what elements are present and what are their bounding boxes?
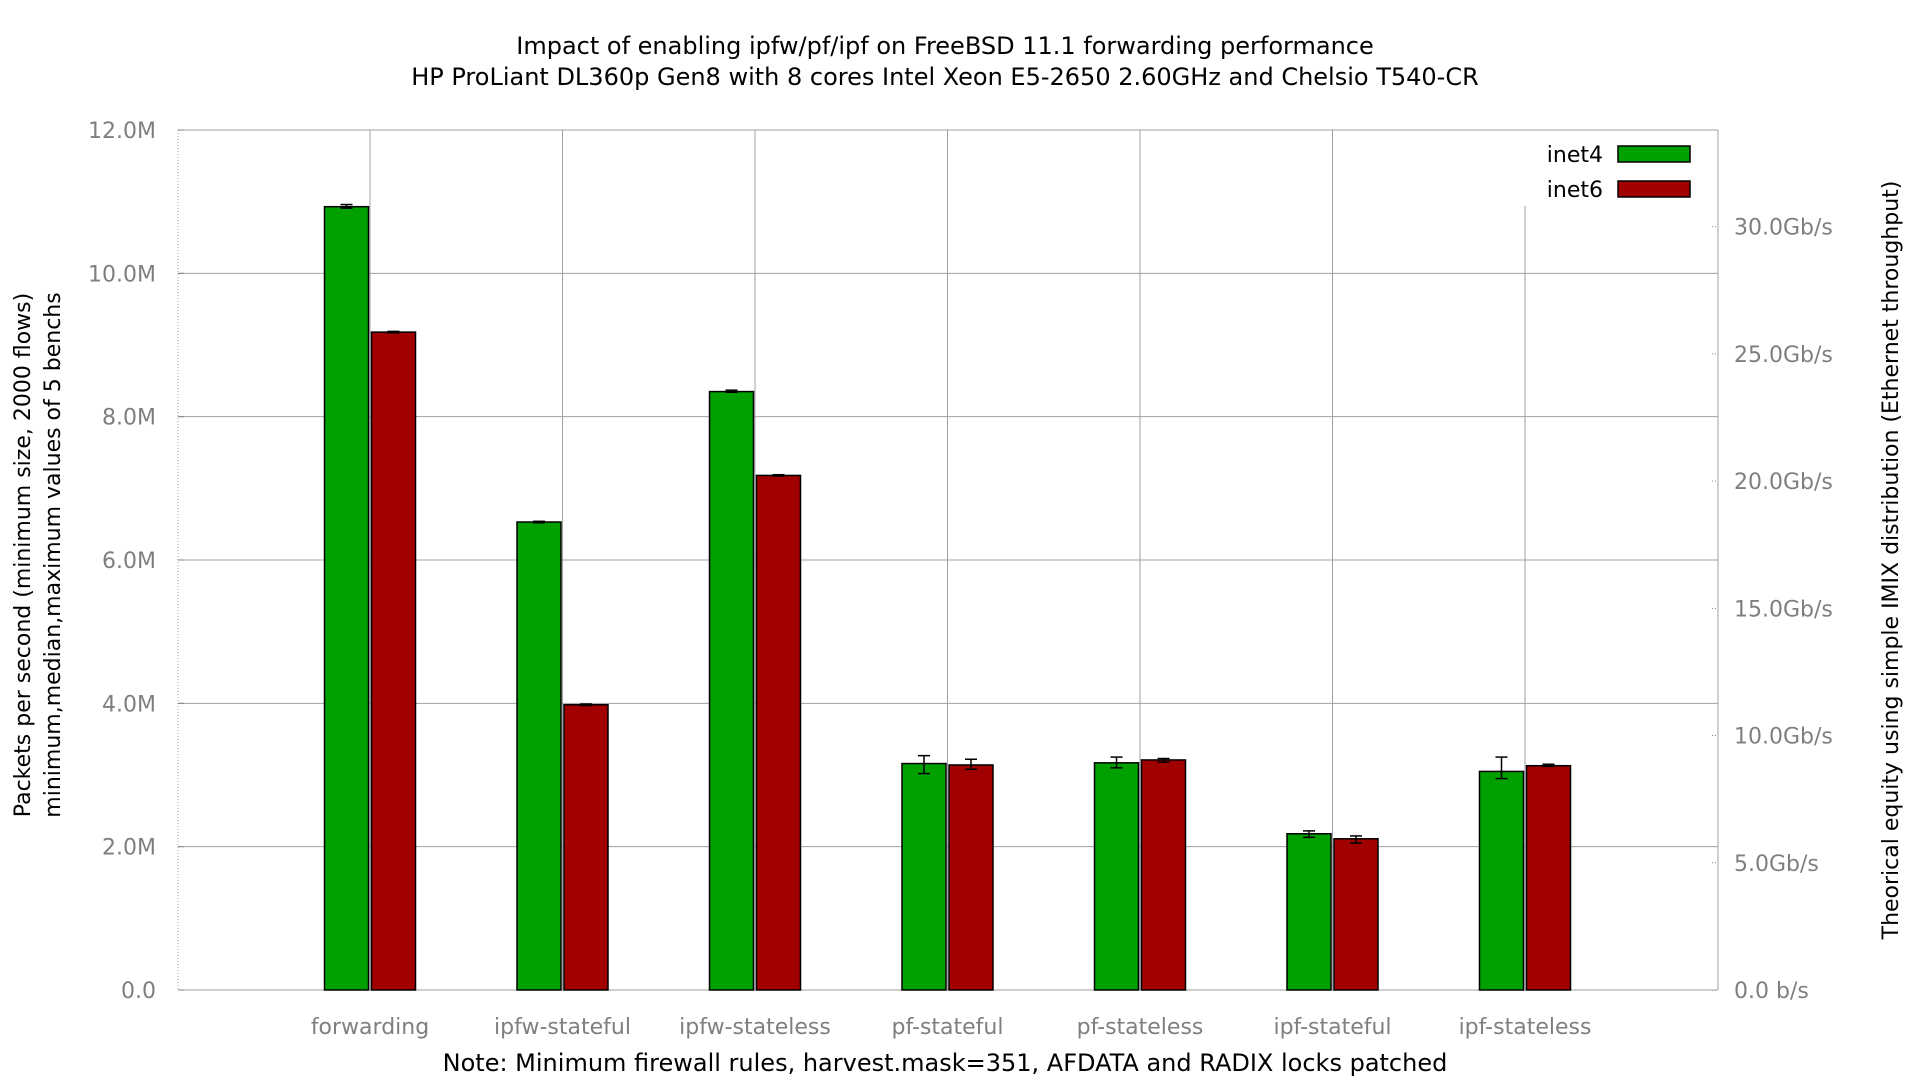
bar	[1093, 762, 1140, 991]
y-tick-label: 6.0M	[102, 549, 156, 574]
x-tick-label: pf-stateless	[1077, 1015, 1204, 1040]
bar	[1478, 770, 1525, 991]
x-tick-label: ipf-stateless	[1459, 1015, 1592, 1040]
y-tick-label: 8.0M	[102, 406, 156, 431]
y2-tick-label: 20.0Gb/s	[1734, 470, 1833, 495]
y2-axis-title: Theorical equity using simple IMIX distr…	[1879, 181, 1904, 941]
bar	[516, 521, 562, 991]
y-axis-title: Packets per second (minimum size, 2000 f…	[11, 293, 36, 817]
bar	[708, 390, 755, 991]
legend-label: inet6	[1547, 178, 1603, 203]
y2-tick-label: 15.0Gb/s	[1734, 597, 1833, 622]
legend: inet4 inet6	[1508, 131, 1717, 206]
bar	[563, 704, 609, 991]
legend-swatch	[1617, 145, 1691, 163]
y-axis-title: minimum,median,maximum values of 5 bench…	[41, 292, 66, 817]
bar	[948, 764, 994, 991]
x-tick-label: forwarding	[311, 1015, 429, 1040]
bar	[901, 762, 947, 991]
chart-title: Impact of enabling ipfw/pf/ipf on FreeBS…	[516, 32, 1373, 60]
bar	[1140, 759, 1187, 991]
bar	[1286, 833, 1332, 991]
x-tick-label: ipfw-stateful	[494, 1015, 631, 1040]
y-tick-label: 0.0	[121, 979, 156, 1004]
x-tick-label: pf-stateful	[892, 1015, 1004, 1040]
bar	[370, 331, 417, 991]
bars	[323, 203, 1572, 991]
y2-tick-label: 0.0 b/s	[1734, 979, 1809, 1004]
bar	[1333, 838, 1379, 991]
y2-tick-label: 5.0Gb/s	[1734, 852, 1819, 877]
axes	[177, 129, 1719, 991]
x-tick-label: ipfw-stateless	[679, 1015, 831, 1040]
y2-tick-label: 30.0Gb/s	[1734, 216, 1833, 241]
legend-label: inet4	[1547, 143, 1603, 168]
legend-swatch	[1617, 180, 1691, 198]
y-tick-label: 10.0M	[88, 262, 156, 287]
chart-title: HP ProLiant DL360p Gen8 with 8 cores Int…	[411, 63, 1479, 91]
bar	[1525, 764, 1572, 991]
y-tick-label: 12.0M	[88, 119, 156, 144]
y-tick-label: 4.0M	[102, 692, 156, 717]
y-tick-label: 2.0M	[102, 836, 156, 861]
y2-tick-label: 25.0Gb/s	[1734, 343, 1833, 368]
labels: 0.0 2.0M 4.0M 6.0M 8.0M 10.0M 12.0M 0.0 b/s 5.0G…	[11, 32, 1904, 1077]
bar	[755, 474, 802, 991]
bar	[323, 205, 370, 991]
grid	[178, 129, 1718, 990]
footnote: Note: Minimum firewall rules, harvest.ma…	[443, 1049, 1448, 1077]
y2-tick-label: 10.0Gb/s	[1734, 725, 1833, 750]
x-tick-label: ipf-stateful	[1273, 1015, 1391, 1040]
